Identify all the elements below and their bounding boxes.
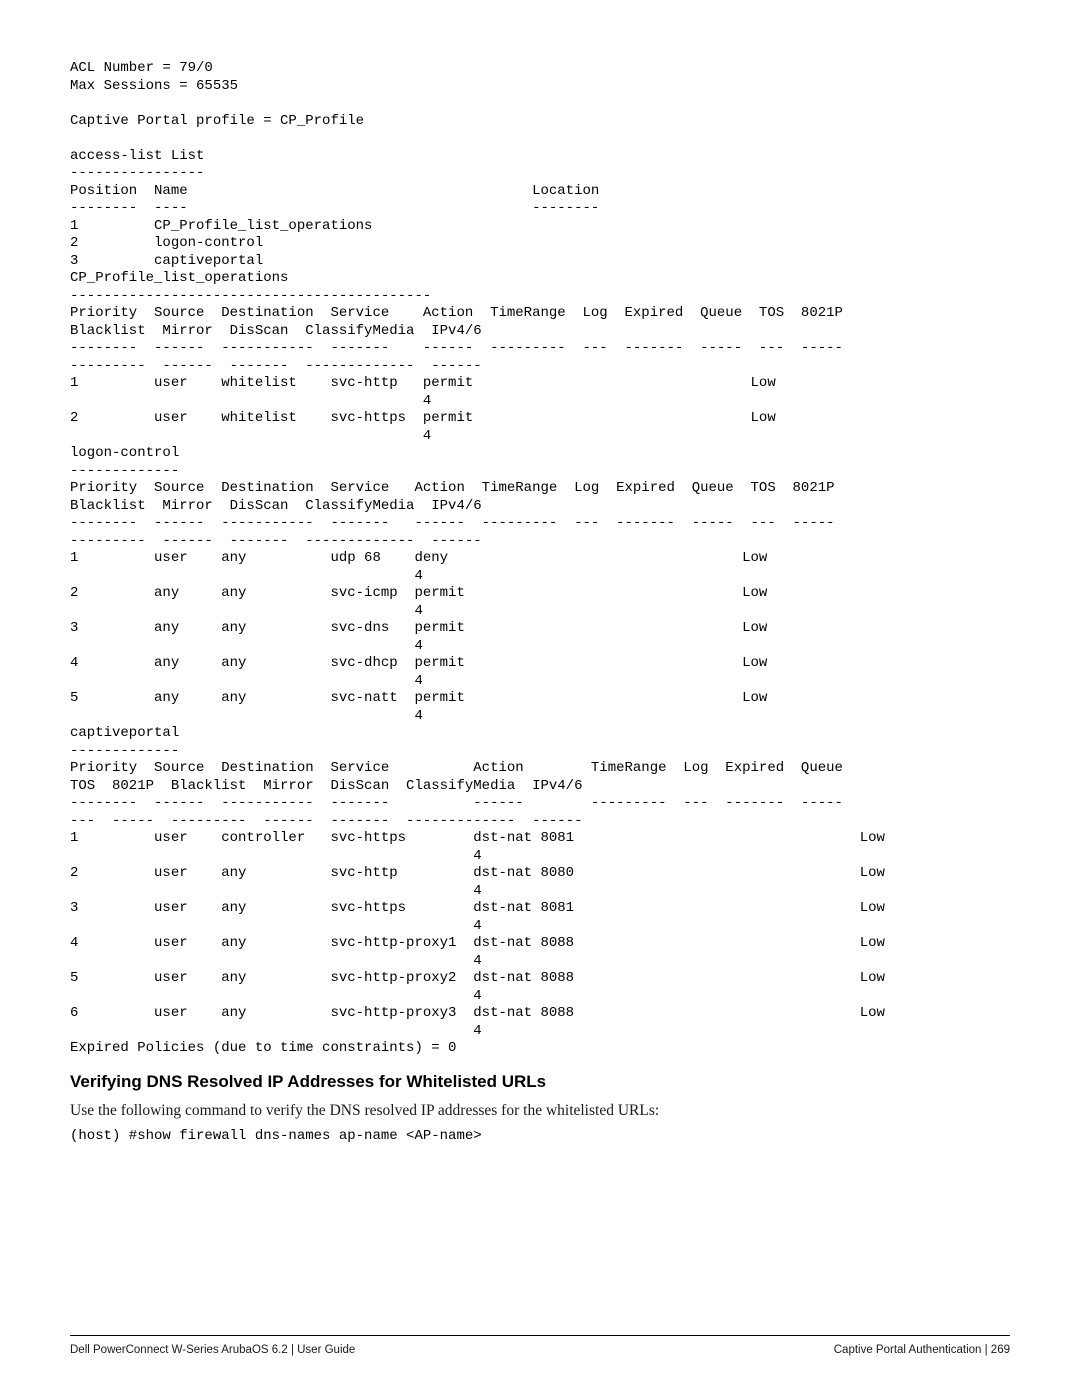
cp-ops-title: CP_Profile_list_operations <box>70 270 1010 288</box>
page-footer: Dell PowerConnect W-Series ArubaOS 6.2 |… <box>70 1344 1010 1356</box>
logon-control-hdr2: Blacklist Mirror DisScan ClassifyMedia I… <box>70 498 1010 516</box>
captiveportal-sep1: -------- ------ ----------- ------- ----… <box>70 795 1010 813</box>
captiveportal-row: 4 <box>70 883 1010 901</box>
access-list-title: access-list List <box>70 148 1010 166</box>
captiveportal-title: captiveportal <box>70 725 1010 743</box>
cp-ops-title-sep: ----------------------------------------… <box>70 288 1010 306</box>
logon-control-row: 2 any any svc-icmp permit Low <box>70 585 1010 603</box>
captiveportal-hdr1: Priority Source Destination Service Acti… <box>70 760 1010 778</box>
logon-control-hdr1: Priority Source Destination Service Acti… <box>70 480 1010 498</box>
logon-control-title-sep: ------------- <box>70 463 1010 481</box>
cp-ops-sep2: --------- ------ ------- ------------- -… <box>70 358 1010 376</box>
blank-line <box>70 95 1010 113</box>
logon-control-row: 4 any any svc-dhcp permit Low <box>70 655 1010 673</box>
captiveportal-row: 4 <box>70 848 1010 866</box>
cp-ops-hdr1: Priority Source Destination Service Acti… <box>70 305 1010 323</box>
footer-right: Captive Portal Authentication | 269 <box>834 1344 1010 1356</box>
captiveportal-row: 2 user any svc-http dst-nat 8080 Low <box>70 865 1010 883</box>
expired-policies-line: Expired Policies (due to time constraint… <box>70 1040 1010 1058</box>
captiveportal-row: 3 user any svc-https dst-nat 8081 Low <box>70 900 1010 918</box>
acl-number-line: ACL Number = 79/0 <box>70 60 1010 78</box>
captiveportal-title-sep: ------------- <box>70 743 1010 761</box>
captiveportal-row: 4 <box>70 1023 1010 1041</box>
logon-control-row: 4 <box>70 638 1010 656</box>
cp-ops-row: 4 <box>70 428 1010 446</box>
logon-control-sep2: --------- ------ ------- ------------- -… <box>70 533 1010 551</box>
logon-control-row: 4 <box>70 603 1010 621</box>
section-heading: Verifying DNS Resolved IP Addresses for … <box>70 1072 1010 1092</box>
logon-control-row: 4 <box>70 568 1010 586</box>
logon-control-row: 3 any any svc-dns permit Low <box>70 620 1010 638</box>
section-command: (host) #show firewall dns-names ap-name … <box>70 1128 1010 1146</box>
logon-control-row: 4 <box>70 673 1010 691</box>
access-list-row: 2 logon-control <box>70 235 1010 253</box>
cp-ops-row: 2 user whitelist svc-https permit Low <box>70 410 1010 428</box>
access-list-col-header: Position Name Location <box>70 183 1010 201</box>
access-list-title-sep: ---------------- <box>70 165 1010 183</box>
captiveportal-row: 6 user any svc-http-proxy3 dst-nat 8088 … <box>70 1005 1010 1023</box>
cp-ops-sep1: -------- ------ ----------- ------- ----… <box>70 340 1010 358</box>
logon-control-row: 5 any any svc-natt permit Low <box>70 690 1010 708</box>
cp-ops-row: 4 <box>70 393 1010 411</box>
captiveportal-hdr2: TOS 8021P Blacklist Mirror DisScan Class… <box>70 778 1010 796</box>
section-paragraph: Use the following command to verify the … <box>70 1102 1010 1120</box>
access-list-row: 1 CP_Profile_list_operations <box>70 218 1010 236</box>
captiveportal-row: 5 user any svc-http-proxy2 dst-nat 8088 … <box>70 970 1010 988</box>
captiveportal-row: 1 user controller svc-https dst-nat 8081… <box>70 830 1010 848</box>
max-sessions-line: Max Sessions = 65535 <box>70 78 1010 96</box>
logon-control-title: logon-control <box>70 445 1010 463</box>
captive-portal-profile-line: Captive Portal profile = CP_Profile <box>70 113 1010 131</box>
access-list-col-sep: -------- ---- -------- <box>70 200 1010 218</box>
logon-control-row: 4 <box>70 708 1010 726</box>
captiveportal-row: 4 <box>70 918 1010 936</box>
cp-ops-hdr2: Blacklist Mirror DisScan ClassifyMedia I… <box>70 323 1010 341</box>
footer-left: Dell PowerConnect W-Series ArubaOS 6.2 |… <box>70 1344 355 1356</box>
footer-rule <box>70 1335 1010 1336</box>
logon-control-row: 1 user any udp 68 deny Low <box>70 550 1010 568</box>
captiveportal-row: 4 <box>70 988 1010 1006</box>
logon-control-sep1: -------- ------ ----------- ------- ----… <box>70 515 1010 533</box>
captiveportal-row: 4 user any svc-http-proxy1 dst-nat 8088 … <box>70 935 1010 953</box>
blank-line <box>70 130 1010 148</box>
captiveportal-row: 4 <box>70 953 1010 971</box>
access-list-row: 3 captiveportal <box>70 253 1010 271</box>
cp-ops-row: 1 user whitelist svc-http permit Low <box>70 375 1010 393</box>
captiveportal-sep2: --- ----- --------- ------ ------- -----… <box>70 813 1010 831</box>
